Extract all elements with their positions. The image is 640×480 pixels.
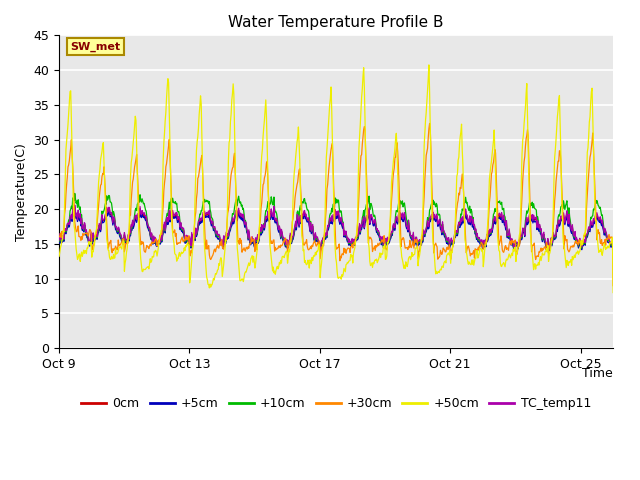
Title: Water Temperature Profile B: Water Temperature Profile B xyxy=(228,15,444,30)
Text: Time: Time xyxy=(582,367,613,380)
Y-axis label: Temperature(C): Temperature(C) xyxy=(15,143,28,240)
Legend: 0cm, +5cm, +10cm, +30cm, +50cm, TC_temp11: 0cm, +5cm, +10cm, +30cm, +50cm, TC_temp1… xyxy=(76,392,596,415)
Text: SW_met: SW_met xyxy=(70,41,120,52)
